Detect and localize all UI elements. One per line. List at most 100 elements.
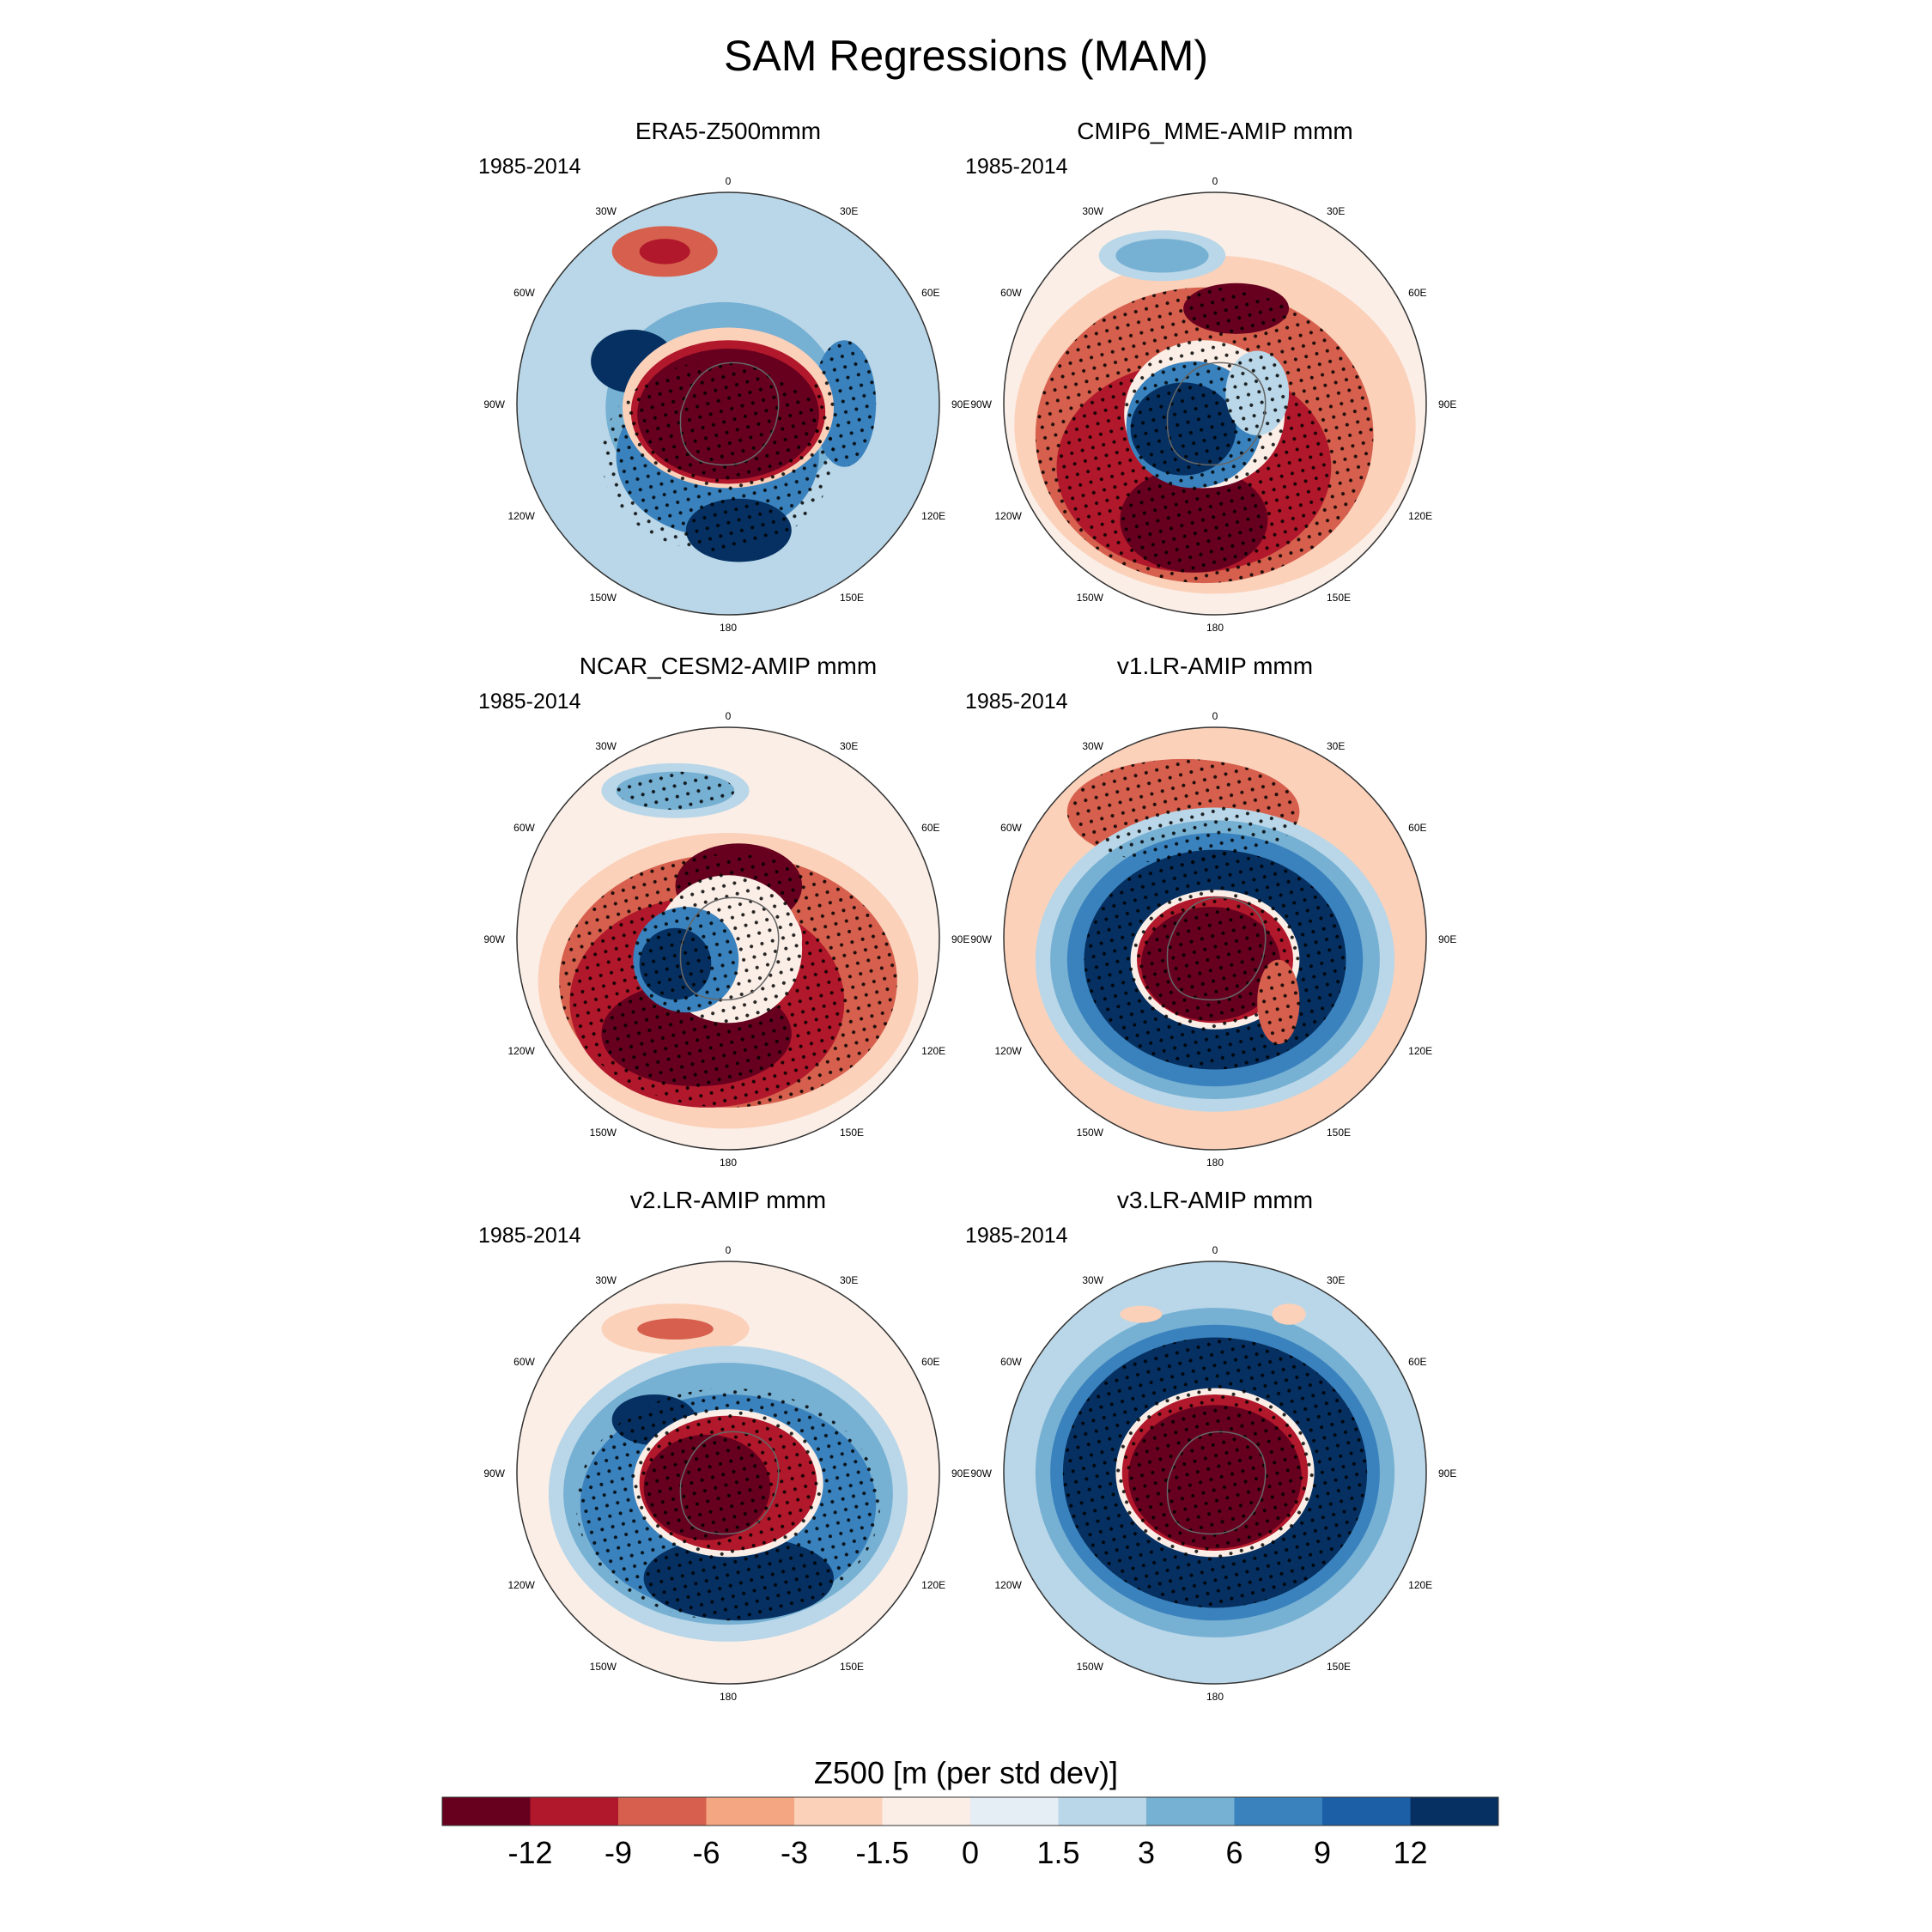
lon-label: 60W	[513, 822, 535, 834]
lon-label: 90W	[483, 933, 505, 945]
panel-period: 1985-2014	[478, 690, 581, 714]
lon-label: 90E	[951, 398, 969, 410]
lon-label: 150E	[1327, 1127, 1351, 1139]
lon-label: 0	[726, 1244, 732, 1256]
significance-stipple	[559, 854, 897, 1108]
lon-label: 150W	[1077, 592, 1104, 604]
lon-label: 120E	[921, 510, 945, 522]
lon-label: 30E	[840, 205, 858, 217]
lon-label: 90W	[970, 1467, 992, 1479]
lon-label: 30E	[840, 1274, 858, 1286]
colorbar-swatch	[1146, 1797, 1235, 1826]
lon-label: 60W	[1000, 1356, 1022, 1368]
significance-stipple	[601, 361, 834, 552]
colorbar-swatch	[618, 1797, 707, 1826]
contour-field	[1120, 1305, 1163, 1323]
map-boundary	[516, 1261, 940, 1685]
panel-period: 1985-2014	[965, 690, 1068, 714]
colorbar-tick-label: -1.5	[855, 1835, 908, 1870]
significance-stipple	[616, 771, 735, 810]
colorbar-swatch	[1322, 1797, 1411, 1826]
significance-stipple	[1035, 287, 1374, 584]
colorbar: Z500 [m (per std dev)] -12 -9 -6 -3 -1.5 0 1.5…	[441, 1755, 1499, 1870]
lon-label: 120E	[1408, 510, 1432, 522]
lon-label: 60W	[513, 1356, 535, 1368]
colorbar-swatch	[1058, 1797, 1147, 1826]
lon-label: 90W	[483, 398, 505, 410]
lon-label: 0	[726, 175, 732, 187]
lon-label: 150E	[840, 1661, 864, 1673]
colorbar-label: Z500 [m (per std dev)]	[814, 1755, 1118, 1790]
antarctica-coastline	[1166, 896, 1267, 1001]
significance-stipple	[1062, 1337, 1368, 1608]
panel-title: CMIP6_MME-AMIP mmm	[1077, 118, 1353, 144]
colorbar-tick-label: 9	[1314, 1835, 1331, 1870]
lon-label: 150W	[590, 592, 617, 604]
lon-label: 0	[1212, 710, 1218, 722]
contour-field	[1115, 239, 1209, 273]
lon-label: 180	[1206, 622, 1224, 634]
lon-label: 30W	[595, 1274, 617, 1286]
contour-field	[1272, 1303, 1306, 1325]
colorbar-tick-label: 12	[1393, 1835, 1427, 1870]
lon-label: 60E	[921, 287, 939, 299]
lon-label: 60E	[921, 1356, 939, 1368]
lon-label: 180	[720, 1691, 737, 1703]
lon-label: 120E	[1408, 1579, 1432, 1591]
lon-label: 180	[1206, 1157, 1224, 1169]
map-boundary	[516, 726, 940, 1151]
antarctica-coastline	[679, 896, 780, 1001]
lon-label: 60E	[1408, 287, 1426, 299]
lon-label: 150E	[1327, 592, 1351, 604]
lon-label: 120W	[507, 510, 535, 522]
map-boundary	[1003, 726, 1427, 1151]
panel-title: v1.LR-AMIP mmm	[1117, 653, 1313, 679]
contour-field	[637, 1318, 714, 1340]
lon-label: 0	[1212, 1244, 1218, 1256]
colorbar-ticks: -12 -9 -6 -3 -1.5 0 1.5 3 6 9 12	[507, 1835, 1427, 1870]
colorbar-tick-label: -12	[507, 1835, 552, 1870]
lon-label: 30E	[1327, 205, 1345, 217]
lon-label: 120W	[994, 1579, 1022, 1591]
lon-label: 150E	[840, 592, 864, 604]
colorbar-tick-label: 0	[962, 1835, 979, 1870]
figure-title: SAM Regressions (MAM)	[724, 32, 1208, 80]
lon-label: 120W	[507, 1579, 535, 1591]
lon-label: 120E	[921, 1579, 945, 1591]
panel-period: 1985-2014	[478, 155, 581, 179]
colorbar-tick-label: -3	[781, 1835, 808, 1870]
map-boundary	[1003, 1261, 1427, 1685]
panel-4: 0 30E 60E 90E 120E 150E 180 150W 120W 90W 60W 30W v1…	[965, 653, 1456, 1169]
panel-title: v2.LR-AMIP mmm	[630, 1187, 826, 1213]
colorbar-tick-label: 3	[1138, 1835, 1155, 1870]
lon-label: 150W	[590, 1661, 617, 1673]
lon-label: 150E	[840, 1127, 864, 1139]
lon-label: 90E	[951, 933, 969, 945]
significance-stipple	[1084, 849, 1346, 1070]
lon-label: 30W	[1082, 1274, 1103, 1286]
lon-label: 60E	[921, 822, 939, 834]
lon-label: 90E	[951, 1467, 969, 1479]
lon-label: 30E	[1327, 740, 1345, 752]
lon-label: 30W	[595, 205, 617, 217]
lon-label: 60E	[1408, 822, 1426, 834]
colorbar-tick-label: 1.5	[1036, 1835, 1079, 1870]
lon-label: 60E	[1408, 1356, 1426, 1368]
lon-label: 120E	[921, 1045, 945, 1057]
lon-label: 150W	[1077, 1661, 1104, 1673]
panel-5: 0 30E 60E 90E 120E 150E 180 150W 120W 90W 60W 30W v2…	[478, 1187, 969, 1703]
lon-label: 90W	[970, 398, 992, 410]
panel-1: 0 30E 60E 90E 120E 150E 180 150W 120W 90W 60W 30W ER…	[478, 118, 969, 634]
panel-3: 0 30E 60E 90E 120E 150E 180 150W 120W 90W 60W 30W NC…	[478, 653, 969, 1169]
significance-stipple	[1066, 758, 1300, 865]
lon-label: 150W	[1077, 1127, 1104, 1139]
lon-label: 150E	[1327, 1661, 1351, 1673]
lon-label: 60W	[513, 287, 535, 299]
significance-stipple	[575, 1388, 881, 1621]
colorbar-tick-label: -6	[692, 1835, 720, 1870]
colorbar-tick-label: 6	[1225, 1835, 1242, 1870]
colorbar-swatch	[882, 1797, 971, 1826]
colorbar-swatch	[794, 1797, 883, 1826]
panel-period: 1985-2014	[478, 1224, 581, 1248]
